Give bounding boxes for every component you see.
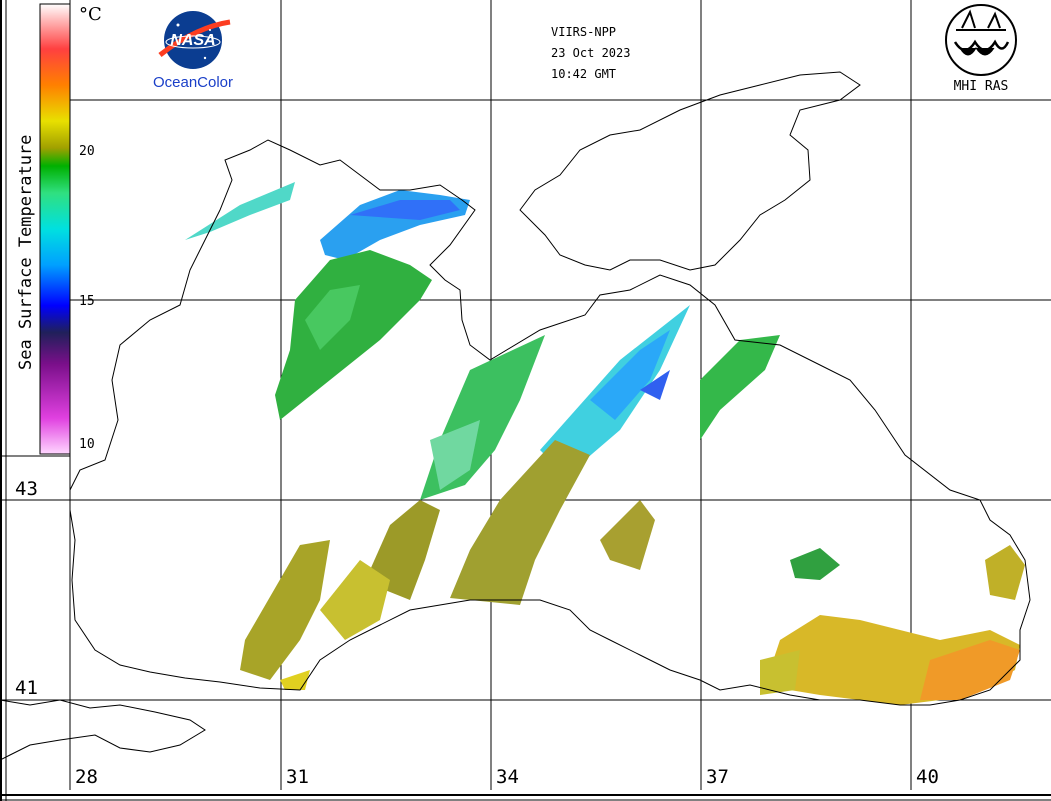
latitude-label-41: 41: [15, 677, 38, 699]
latitude-label-43: 43: [15, 478, 38, 500]
colorbar-tick-10: 10: [79, 437, 95, 452]
colorbar: [40, 4, 70, 454]
date-label: 23 Oct 2023: [551, 46, 631, 60]
longitude-label-34: 34: [496, 766, 519, 788]
bottom-scale: [0, 790, 1051, 801]
colorbar-tick-15: 15: [79, 294, 95, 309]
nasa-logo-icon: [158, 11, 231, 69]
acquisition-info: VIIRS-NPP 23 Oct 2023 10:42 GMT: [551, 22, 630, 85]
colorbar-title: Sea Surface Temperature: [16, 134, 36, 370]
colorbar-unit: °C: [79, 4, 102, 25]
longitude-label-37: 37: [706, 766, 729, 788]
mhi-ras-logo-icon: [945, 4, 1017, 76]
colorbar-tick-20: 20: [79, 144, 95, 159]
nasa-wordmark: NASA: [170, 32, 216, 49]
nasa-logo: NASA OceanColor: [148, 10, 238, 96]
longitude-label-28: 28: [75, 766, 98, 788]
colorbar-frame: [39, 3, 71, 455]
satellite-label: VIIRS-NPP: [551, 25, 617, 39]
time-label: 10:42 GMT: [551, 67, 617, 81]
left-scale: [0, 0, 7, 801]
longitude-label-31: 31: [286, 766, 309, 788]
longitude-label-40: 40: [916, 766, 939, 788]
mhi-ras-label: MHI RAS: [953, 79, 1009, 94]
oceancolor-label: OceanColor: [152, 74, 234, 91]
mhi-ras-logo: MHI RAS: [943, 8, 1019, 100]
coastline: [0, 71, 1031, 761]
